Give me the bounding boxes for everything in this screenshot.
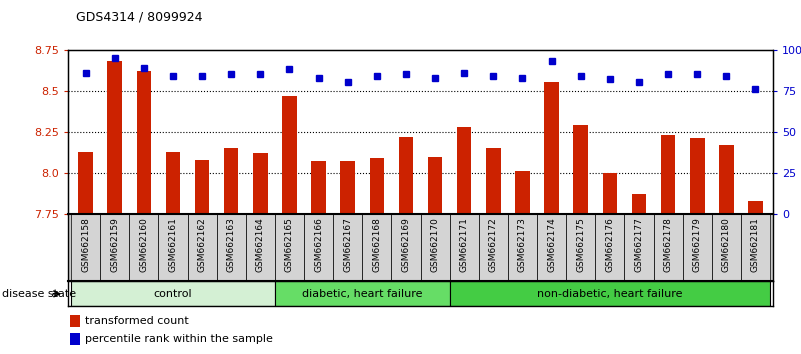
Bar xyxy=(312,161,326,214)
Text: diabetic, heart failure: diabetic, heart failure xyxy=(302,289,422,299)
Text: GSM662165: GSM662165 xyxy=(285,217,294,273)
Bar xyxy=(449,281,770,306)
Bar xyxy=(224,148,239,214)
Text: GSM662180: GSM662180 xyxy=(722,217,731,273)
Text: GDS4314 / 8099924: GDS4314 / 8099924 xyxy=(76,11,203,24)
Text: GSM662158: GSM662158 xyxy=(81,217,90,273)
Text: GSM662173: GSM662173 xyxy=(518,217,527,273)
Bar xyxy=(508,214,537,281)
Bar xyxy=(159,214,187,281)
Bar xyxy=(719,145,734,214)
Text: GSM662168: GSM662168 xyxy=(372,217,381,273)
Bar xyxy=(661,135,675,214)
Text: GSM662174: GSM662174 xyxy=(547,217,556,272)
Bar xyxy=(187,214,216,281)
Bar xyxy=(712,214,741,281)
Bar xyxy=(602,173,617,214)
Bar xyxy=(449,214,479,281)
Text: GSM662175: GSM662175 xyxy=(576,217,586,273)
Bar xyxy=(399,137,413,214)
Bar xyxy=(282,96,296,214)
Bar xyxy=(100,214,129,281)
Bar xyxy=(654,214,682,281)
Text: GSM662176: GSM662176 xyxy=(606,217,614,273)
Bar xyxy=(392,214,421,281)
Bar xyxy=(71,214,100,281)
Bar xyxy=(70,315,80,327)
Text: GSM662159: GSM662159 xyxy=(111,217,119,273)
Bar xyxy=(333,214,362,281)
Bar xyxy=(748,201,763,214)
Text: GSM662170: GSM662170 xyxy=(431,217,440,273)
Bar xyxy=(246,214,275,281)
Bar xyxy=(682,214,712,281)
Text: control: control xyxy=(154,289,192,299)
Bar xyxy=(428,156,442,214)
Bar xyxy=(574,125,588,214)
Text: disease state: disease state xyxy=(2,289,77,299)
Bar xyxy=(129,214,159,281)
Bar xyxy=(537,214,566,281)
Bar xyxy=(78,152,93,214)
Bar xyxy=(632,194,646,214)
Text: GSM662177: GSM662177 xyxy=(634,217,643,273)
Bar xyxy=(625,214,654,281)
Text: GSM662166: GSM662166 xyxy=(314,217,323,273)
Text: GSM662171: GSM662171 xyxy=(460,217,469,273)
Text: GSM662169: GSM662169 xyxy=(401,217,410,273)
Text: GSM662179: GSM662179 xyxy=(693,217,702,273)
Bar xyxy=(70,333,80,345)
Bar xyxy=(566,214,595,281)
Bar xyxy=(690,138,705,214)
Text: GSM662163: GSM662163 xyxy=(227,217,235,273)
Bar xyxy=(369,158,384,214)
Text: transformed count: transformed count xyxy=(85,316,189,326)
Bar xyxy=(421,214,449,281)
Bar xyxy=(195,160,209,214)
Text: GSM662172: GSM662172 xyxy=(489,217,498,272)
Bar xyxy=(595,214,625,281)
Text: GSM662181: GSM662181 xyxy=(751,217,760,273)
Bar xyxy=(340,161,355,214)
Bar xyxy=(457,127,472,214)
Bar xyxy=(136,71,151,214)
Text: GSM662161: GSM662161 xyxy=(168,217,178,273)
Bar xyxy=(253,153,268,214)
Bar xyxy=(275,281,449,306)
Bar xyxy=(741,214,770,281)
Text: GSM662160: GSM662160 xyxy=(139,217,148,273)
Bar xyxy=(479,214,508,281)
Bar xyxy=(545,82,559,214)
Bar xyxy=(71,281,275,306)
Text: percentile rank within the sample: percentile rank within the sample xyxy=(85,334,273,344)
Text: GSM662178: GSM662178 xyxy=(663,217,673,273)
Bar xyxy=(107,61,122,214)
Text: non-diabetic, heart failure: non-diabetic, heart failure xyxy=(537,289,682,299)
Text: GSM662162: GSM662162 xyxy=(198,217,207,272)
Bar xyxy=(304,214,333,281)
Bar xyxy=(275,214,304,281)
Bar xyxy=(362,214,392,281)
Bar xyxy=(216,214,246,281)
Bar xyxy=(486,148,501,214)
Text: GSM662164: GSM662164 xyxy=(256,217,265,272)
Bar xyxy=(166,152,180,214)
Bar xyxy=(515,171,529,214)
Text: GSM662167: GSM662167 xyxy=(343,217,352,273)
